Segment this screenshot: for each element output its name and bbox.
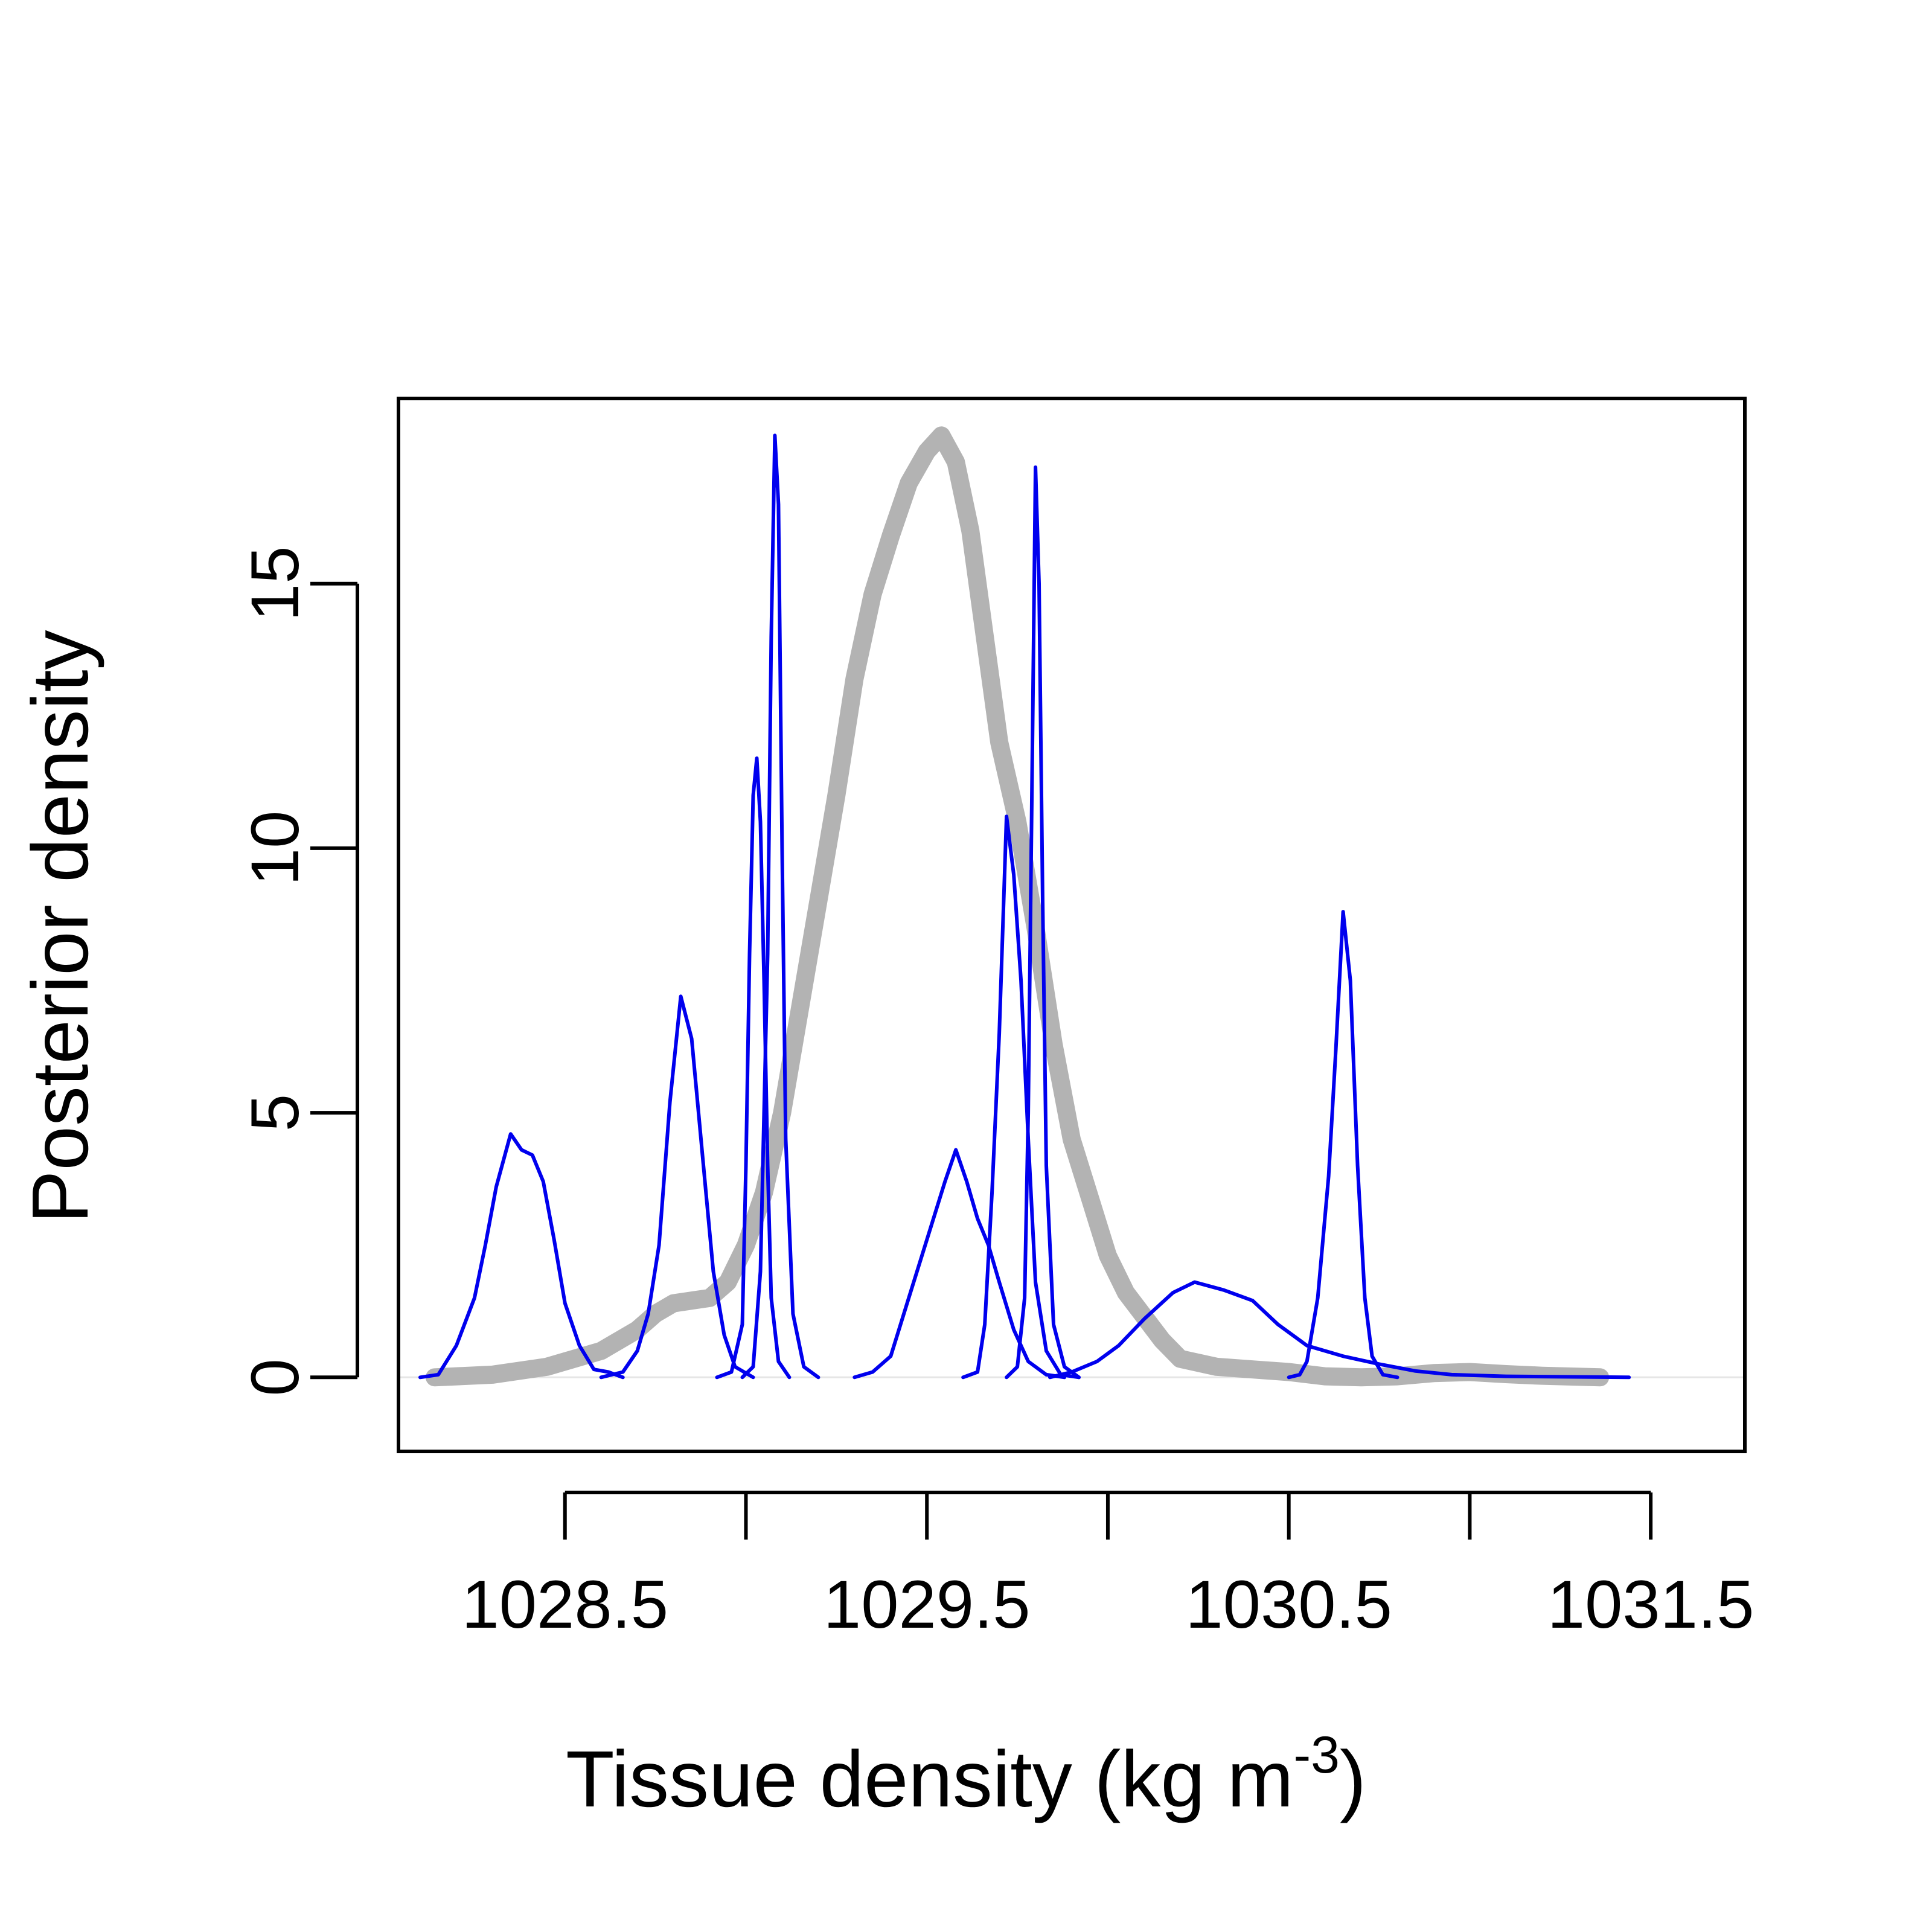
x-axis-title-close: ) — [1340, 1735, 1366, 1823]
y-tick-label: 5 — [237, 1094, 313, 1131]
x-axis-title-main: Tissue density (kg m — [566, 1735, 1293, 1823]
individual-density-curve-1 — [418, 1132, 625, 1380]
y-tick-label: 10 — [237, 811, 313, 886]
individual-density-curve-3 — [715, 756, 792, 1380]
individual-density-curve-8 — [1048, 1280, 1631, 1380]
individual-density-curve-5 — [852, 1148, 1066, 1380]
y-axis-title: Posterior density — [16, 630, 104, 1223]
individual-density-curve-7 — [1005, 465, 1081, 1380]
overall-density-curve — [425, 426, 1610, 1387]
individual-density-curve-6 — [961, 814, 1081, 1380]
x-tick-label: 1028.5 — [461, 1567, 668, 1642]
x-tick-label: 1031.5 — [1547, 1567, 1754, 1642]
y-tick-label: 0 — [237, 1358, 313, 1396]
plot-frame — [397, 397, 1747, 1453]
x-axis-title-superscript: -3 — [1294, 1726, 1340, 1784]
individual-density-curve-9 — [1287, 910, 1399, 1380]
x-tick-label: 1030.5 — [1185, 1567, 1392, 1642]
x-tick-label: 1029.5 — [824, 1567, 1031, 1642]
individual-density-curve-4 — [740, 433, 820, 1380]
x-axis-title: Tissue density (kg m-3) — [566, 1726, 1366, 1823]
individual-density-curve-2 — [599, 994, 755, 1380]
y-tick-label: 15 — [237, 546, 313, 621]
